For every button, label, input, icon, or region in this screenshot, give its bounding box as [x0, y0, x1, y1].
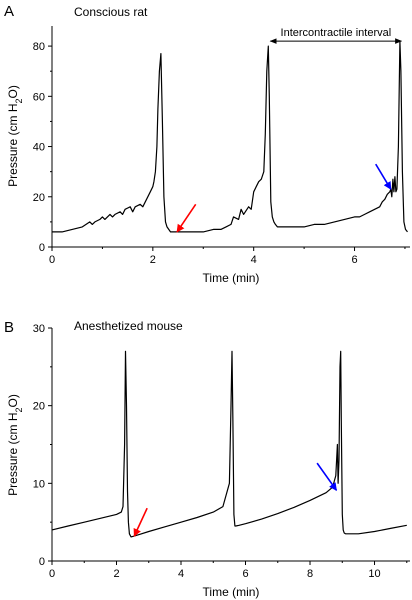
panel-b-title: Anesthetized mouse — [74, 319, 183, 333]
panel-a-ylabel: Pressure (cm H2O) — [6, 85, 24, 187]
panel-a-xlabel: Time (min) — [203, 271, 260, 285]
panel-b-y-tick-label: 10 — [33, 478, 45, 490]
panel-a-x-tick-label: 0 — [49, 254, 55, 266]
panel-a-y-tick-label: 40 — [33, 142, 45, 154]
panel-a-plot: Intercontractile interval — [52, 27, 408, 233]
panel-a-y-tick-label: 20 — [33, 192, 45, 204]
panel-b-xlabel: Time (min) — [203, 585, 260, 599]
panel-a-axes: 0 20 40 60 80 0 2 4 6 — [33, 26, 410, 266]
panel-b-y-tick-label: 20 — [33, 401, 45, 413]
panel-a-title: Conscious rat — [74, 5, 148, 19]
panel-b-letter: B — [4, 319, 14, 336]
panel-a-interval-label: Intercontractile interval — [281, 27, 392, 39]
panel-b-x-tick-label: 10 — [368, 568, 380, 580]
panel-b-x-tick-label: 0 — [49, 568, 55, 580]
panel-a-y-tick-label: 0 — [39, 242, 45, 254]
panel-b-red-arrow — [133, 507, 148, 537]
panel-a-red-arrow — [176, 203, 197, 233]
panel-a: A Conscious rat Pressure (cm H2O) Time (… — [4, 3, 410, 285]
panel-a-x-tick-label: 6 — [351, 254, 357, 266]
panel-b-x-tick-label: 8 — [307, 568, 313, 580]
panel-b-ylabel: Pressure (cm H2O) — [6, 394, 24, 496]
panel-a-blue-arrow — [375, 163, 392, 190]
panel-b-y-tick-label: 0 — [39, 556, 45, 568]
panel-b: B Anesthetized mouse Pressure (cm H2O) T… — [4, 319, 410, 599]
panel-a-letter: A — [4, 3, 14, 20]
panel-b-x-tick-label: 6 — [242, 568, 248, 580]
panel-b-axes: 0 10 20 30 0 2 4 6 8 10 — [33, 323, 410, 580]
panel-b-y-tick-label: 30 — [33, 323, 45, 335]
panel-a-x-tick-label: 2 — [150, 254, 156, 266]
panel-b-x-tick-label: 2 — [113, 568, 119, 580]
panel-b-blue-arrow — [316, 462, 338, 491]
panel-a-y-tick-label: 60 — [33, 91, 45, 103]
panel-a-pressure-trace — [52, 40, 408, 233]
panel-a-y-tick-label: 80 — [33, 41, 45, 53]
panel-b-plot — [51, 350, 407, 538]
panel-b-x-tick-label: 4 — [178, 568, 184, 580]
panel-b-pressure-trace — [51, 350, 407, 538]
panel-a-x-tick-label: 4 — [251, 254, 257, 266]
